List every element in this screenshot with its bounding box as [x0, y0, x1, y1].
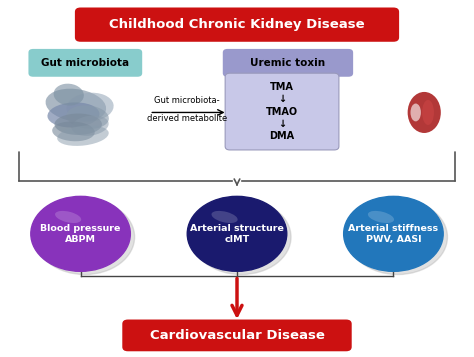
Text: Uremic toxin: Uremic toxin [250, 58, 326, 68]
Ellipse shape [55, 211, 81, 223]
Ellipse shape [211, 211, 237, 223]
Text: Gut microbiota: Gut microbiota [41, 58, 129, 68]
Ellipse shape [410, 104, 421, 121]
Text: Blood pressure
ABPM: Blood pressure ABPM [40, 223, 121, 244]
FancyBboxPatch shape [75, 7, 399, 42]
Text: TMA
↓
TMAO
↓
DMA: TMA ↓ TMAO ↓ DMA [266, 82, 298, 141]
Ellipse shape [422, 100, 434, 125]
Circle shape [35, 200, 135, 275]
Ellipse shape [46, 89, 106, 122]
Ellipse shape [408, 92, 441, 133]
Text: derived metabolite: derived metabolite [147, 114, 228, 123]
FancyBboxPatch shape [28, 49, 142, 77]
Circle shape [187, 196, 287, 271]
Circle shape [344, 196, 443, 271]
FancyBboxPatch shape [122, 320, 352, 351]
Circle shape [191, 200, 291, 275]
Text: Cardiovascular Disease: Cardiovascular Disease [150, 329, 324, 342]
Circle shape [31, 196, 130, 271]
Ellipse shape [54, 84, 84, 106]
Text: Arterial stiffness
PWV, AASI: Arterial stiffness PWV, AASI [348, 223, 438, 244]
Ellipse shape [52, 121, 95, 141]
Ellipse shape [368, 211, 394, 223]
Ellipse shape [47, 102, 100, 127]
Ellipse shape [72, 115, 109, 136]
Text: Gut microbiota-: Gut microbiota- [155, 96, 220, 105]
Ellipse shape [66, 93, 114, 121]
Circle shape [348, 200, 447, 275]
Ellipse shape [57, 125, 109, 146]
Ellipse shape [55, 114, 102, 135]
Text: Childhood Chronic Kidney Disease: Childhood Chronic Kidney Disease [109, 18, 365, 31]
FancyBboxPatch shape [223, 49, 353, 77]
Text: Arterial structure
cIMT: Arterial structure cIMT [190, 223, 284, 244]
Ellipse shape [66, 105, 109, 129]
FancyBboxPatch shape [225, 73, 339, 150]
